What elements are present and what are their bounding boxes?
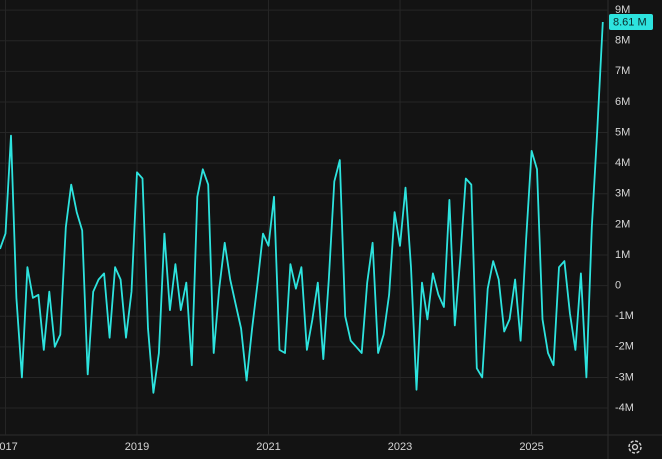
y-tick-label: 0 bbox=[615, 280, 621, 292]
x-tick-label: 2023 bbox=[388, 441, 412, 453]
y-tick-label: 3M bbox=[615, 188, 630, 200]
line bbox=[0, 21, 604, 394]
y-tick-label: 7M bbox=[615, 65, 630, 77]
y-tick-label: -2M bbox=[615, 341, 634, 353]
y-tick-label: 9M bbox=[615, 4, 630, 16]
y-tick-label: 8M bbox=[615, 35, 630, 47]
gear bbox=[628, 440, 642, 454]
y-tick-label: -4M bbox=[615, 402, 634, 414]
y-tick-label: 6M bbox=[615, 96, 630, 108]
gear-hub bbox=[631, 443, 639, 451]
settings-icon[interactable] bbox=[628, 440, 642, 454]
y-tick-label: 4M bbox=[615, 157, 630, 169]
x-tick-label: 2021 bbox=[256, 441, 280, 453]
last-value-label: 8.61 M bbox=[613, 16, 647, 28]
x-tick-label: 2019 bbox=[125, 441, 149, 453]
x-tick-label: 2017 bbox=[0, 441, 18, 453]
y-tick-label: 1M bbox=[615, 249, 630, 261]
x-tick-label: 2025 bbox=[519, 441, 543, 453]
y-tick-label: -3M bbox=[615, 371, 634, 383]
last-value-badge bbox=[609, 14, 653, 31]
y-tick-label: -1M bbox=[615, 310, 634, 322]
y-tick-label: 5M bbox=[615, 126, 630, 138]
y-tick-label: 2M bbox=[615, 218, 630, 230]
